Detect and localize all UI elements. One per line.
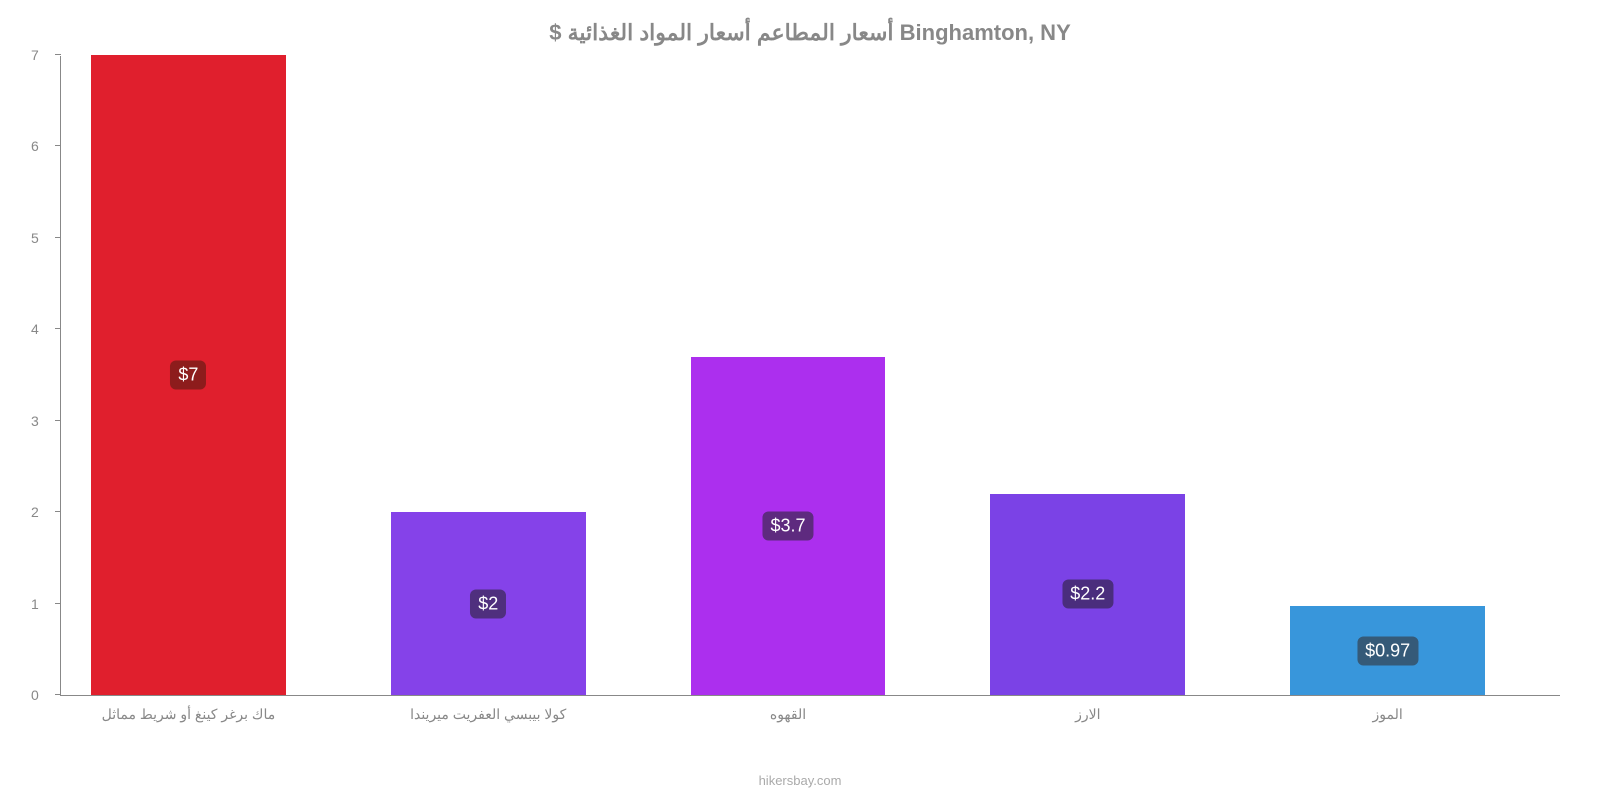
y-tick-mark [55, 420, 61, 421]
y-tick-mark [55, 54, 61, 55]
y-tick-mark [55, 603, 61, 604]
y-tick-mark [55, 511, 61, 512]
y-tick-label: 5 [31, 230, 39, 246]
chart-title: Binghamton, NY أسعار المطاعم أسعار الموا… [60, 20, 1560, 46]
y-tick-mark [55, 694, 61, 695]
bar-value-label: $2.2 [1062, 580, 1113, 609]
bar-value-label: $3.7 [762, 511, 813, 540]
y-tick-mark [55, 145, 61, 146]
y-tick-mark [55, 328, 61, 329]
attribution: hikersbay.com [759, 773, 842, 788]
x-category-label: الارز [1075, 706, 1100, 723]
y-tick-label: 1 [31, 596, 39, 612]
x-category-label: الموز [1372, 706, 1402, 723]
bar-value-label: $2 [470, 589, 506, 618]
y-tick-label: 3 [31, 413, 39, 429]
x-category-label: القهوه [770, 706, 806, 723]
y-tick-mark [55, 237, 61, 238]
bar-value-label: $0.97 [1357, 636, 1418, 665]
x-category-label: ماك برغر كينغ أو شريط مماثل [102, 706, 276, 723]
bar-value-label: $7 [170, 361, 206, 390]
x-category-label: كولا بيبسي العفريت ميريندا [410, 706, 566, 723]
y-tick-label: 7 [31, 47, 39, 63]
y-tick-label: 4 [31, 321, 39, 337]
plot-area: 01234567$7ماك برغر كينغ أو شريط مماثل$2ك… [60, 56, 1560, 696]
y-tick-label: 6 [31, 138, 39, 154]
chart-container: Binghamton, NY أسعار المطاعم أسعار الموا… [0, 0, 1600, 800]
y-tick-label: 0 [31, 687, 39, 703]
y-tick-label: 2 [31, 504, 39, 520]
